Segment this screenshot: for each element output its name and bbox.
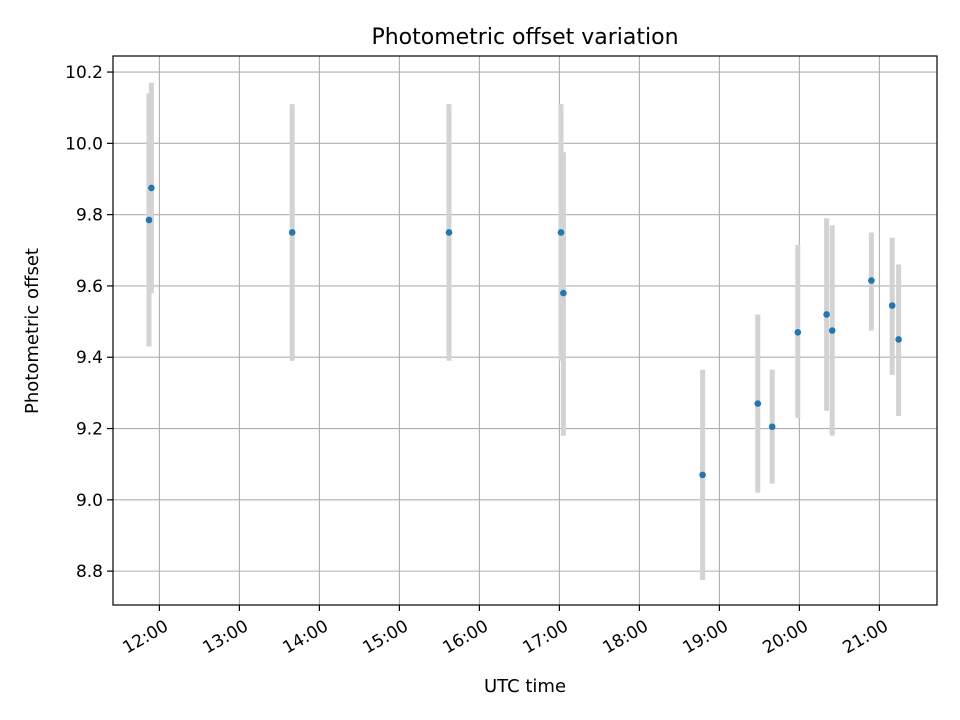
data-point	[768, 423, 776, 431]
data-point	[445, 229, 453, 236]
y-tick-label: 9.0	[76, 491, 103, 511]
data-point	[288, 229, 296, 236]
y-tick-label: 9.4	[76, 348, 103, 368]
y-tick-label: 10.2	[65, 63, 103, 83]
data-point	[148, 184, 155, 192]
data-points	[145, 184, 902, 479]
data-point	[888, 302, 896, 309]
data-point	[754, 400, 762, 407]
data-point	[557, 229, 565, 236]
data-point	[828, 327, 836, 334]
data-point	[868, 277, 875, 284]
y-tick-label: 9.2	[76, 420, 103, 440]
x-axis-label: UTC time	[484, 676, 566, 697]
y-tick-label: 8.8	[76, 562, 103, 582]
y-tick-label: 10.0	[65, 134, 103, 154]
data-point	[794, 328, 802, 336]
y-tick-label: 9.8	[76, 206, 103, 226]
data-point	[699, 471, 706, 479]
data-point	[145, 216, 153, 224]
chart-title: Photometric offset variation	[371, 25, 678, 50]
axes-frame	[112, 55, 938, 606]
y-tick-label: 9.6	[76, 277, 103, 297]
y-axis-label: Photometric offset	[22, 248, 43, 414]
data-point	[895, 336, 902, 343]
data-point	[560, 289, 567, 297]
data-point	[823, 311, 830, 318]
